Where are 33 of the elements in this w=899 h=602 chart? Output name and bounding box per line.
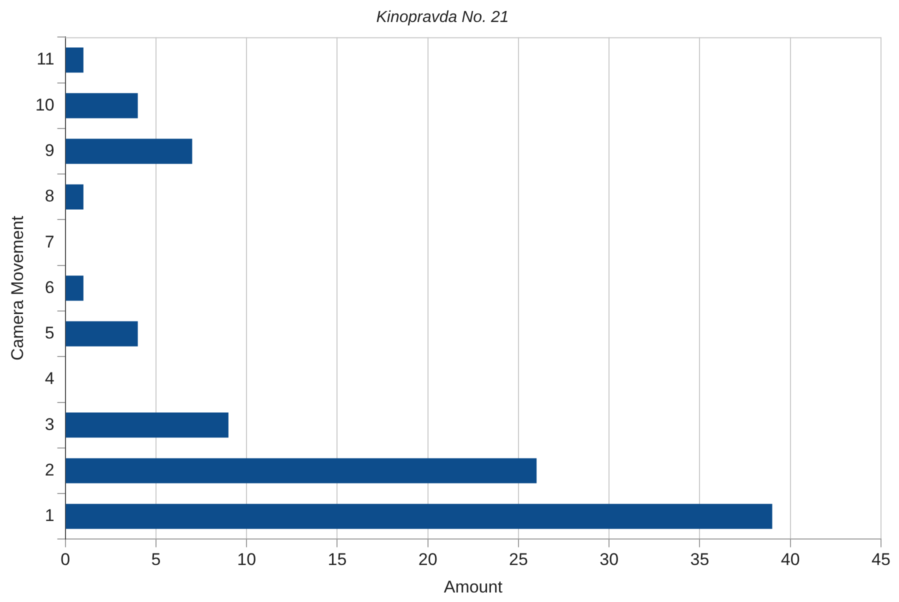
bar (66, 458, 537, 484)
x-tick-label: 15 (328, 550, 347, 570)
y-tick-label: 10 (35, 95, 54, 114)
x-tick-label: 40 (780, 550, 800, 570)
bar (66, 138, 192, 164)
bar (66, 47, 84, 73)
x-tick-label: 5 (151, 550, 161, 570)
y-tick-label: 3 (44, 414, 54, 434)
bar (66, 93, 138, 118)
x-tick-label: 10 (237, 550, 256, 570)
bar (66, 276, 84, 301)
y-tick-label: 2 (44, 460, 54, 480)
x-tick-label: 20 (418, 550, 438, 570)
x-tick-label: 30 (600, 550, 619, 570)
x-tick-label: 45 (872, 550, 890, 570)
x-tick-label: 25 (509, 550, 528, 570)
y-tick-label: 7 (44, 232, 54, 252)
x-axis-title: Amount (444, 577, 503, 596)
y-tick-label: 9 (44, 140, 54, 160)
y-tick-label: 5 (44, 324, 54, 343)
x-tick-label: 35 (690, 550, 710, 570)
bar (66, 412, 228, 438)
y-tick-label: 11 (36, 50, 54, 69)
y-axis-title: Camera Movement (8, 216, 27, 360)
bar (66, 184, 84, 210)
y-tick-label: 8 (44, 186, 54, 206)
y-tick-label: 6 (44, 278, 54, 297)
chart-title: Kinopravda No. 21 (376, 9, 509, 26)
y-tick-label: 4 (44, 369, 54, 388)
y-tick-label: 1 (44, 506, 54, 526)
x-tick-label: 0 (60, 550, 70, 570)
bar (66, 321, 138, 346)
bar (66, 504, 772, 529)
